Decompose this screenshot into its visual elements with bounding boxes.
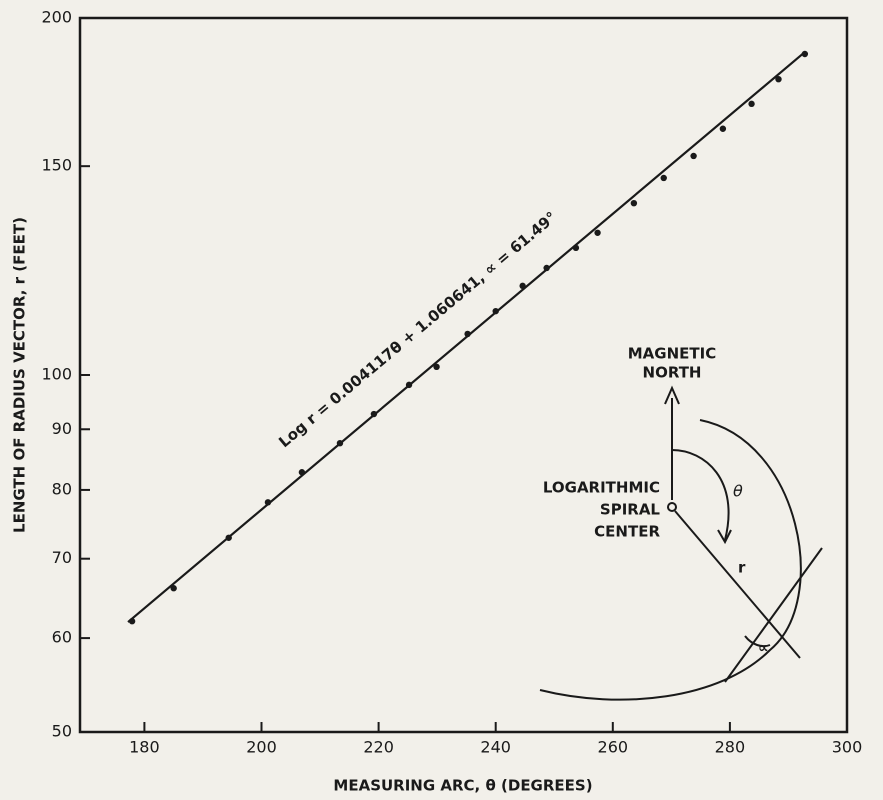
y-tick-label: 90 bbox=[52, 419, 72, 438]
x-tick-label: 200 bbox=[246, 738, 277, 757]
chart: MEASURING ARC, θ (DEGREES) LENGTH OF RAD… bbox=[0, 0, 883, 800]
x-tick-label: 180 bbox=[129, 738, 160, 757]
x-axis-label: MEASURING ARC, θ (DEGREES) bbox=[333, 777, 592, 795]
x-tick-label: 220 bbox=[363, 738, 394, 757]
north-label: MAGNETIC bbox=[628, 345, 716, 363]
center-label: CENTER bbox=[594, 523, 660, 541]
y-tick-label: 60 bbox=[52, 628, 72, 647]
x-tick-label: 280 bbox=[715, 738, 746, 757]
center-label: SPIRAL bbox=[600, 501, 661, 519]
r-label: r bbox=[738, 559, 746, 577]
y-tick-label: 50 bbox=[52, 722, 72, 741]
y-tick-label: 200 bbox=[41, 8, 72, 27]
page: MEASURING ARC, θ (DEGREES) LENGTH OF RAD… bbox=[0, 0, 883, 800]
data-point bbox=[631, 200, 637, 206]
x-tick-label: 300 bbox=[832, 738, 863, 757]
center-label: LOGARITHMIC bbox=[543, 479, 660, 497]
alpha-label: ∝ bbox=[758, 639, 769, 657]
data-point bbox=[720, 126, 726, 132]
y-tick-label: 150 bbox=[41, 156, 72, 175]
data-point bbox=[690, 153, 696, 159]
y-tick-label: 80 bbox=[52, 479, 72, 498]
data-point bbox=[748, 101, 754, 107]
x-tick-label: 240 bbox=[480, 738, 511, 757]
y-axis-label: LENGTH OF RADIUS VECTOR, r (FEET) bbox=[11, 217, 29, 533]
data-point bbox=[594, 230, 600, 236]
x-tick-label: 260 bbox=[598, 738, 629, 757]
north-label: NORTH bbox=[643, 364, 702, 382]
theta-label: θ bbox=[733, 482, 743, 501]
y-tick-label: 70 bbox=[52, 548, 72, 567]
data-point bbox=[661, 175, 667, 181]
y-tick-label: 100 bbox=[41, 365, 72, 384]
background bbox=[0, 0, 883, 800]
